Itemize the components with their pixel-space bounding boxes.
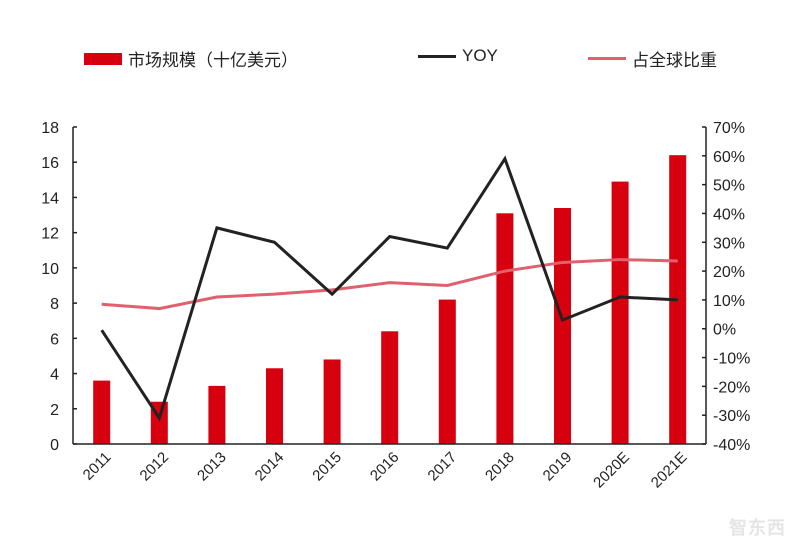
right-tick-label: 60% bbox=[713, 149, 745, 166]
x-tick-label: 2014 bbox=[252, 449, 288, 485]
right-tick-label: -10% bbox=[713, 351, 750, 368]
bar-2017 bbox=[438, 299, 456, 444]
bar-2015 bbox=[323, 359, 341, 444]
legend-swatch-bar bbox=[84, 52, 122, 65]
right-tick-label: 20% bbox=[713, 264, 745, 281]
bar-2013 bbox=[208, 385, 226, 444]
legend-item-market-size: 市场规模（十亿美元） bbox=[84, 46, 298, 71]
right-tick-label: 50% bbox=[713, 178, 745, 195]
x-tick-label: 2019 bbox=[540, 449, 576, 485]
right-tick-label: 40% bbox=[713, 206, 745, 223]
bar-2018 bbox=[496, 213, 514, 444]
left-tick-label: 18 bbox=[41, 120, 59, 137]
bar-2019 bbox=[554, 208, 571, 444]
legend-item-share: 占全球比重 bbox=[588, 46, 717, 71]
right-tick-label: -30% bbox=[713, 408, 750, 425]
legend-item-yoy: YOY bbox=[418, 46, 498, 66]
bar-2016 bbox=[381, 331, 399, 444]
left-tick-label: 0 bbox=[50, 437, 59, 454]
x-tick-label: 2015 bbox=[309, 449, 345, 485]
x-tick-label: 2017 bbox=[425, 449, 461, 485]
bar-2020E bbox=[611, 181, 629, 444]
left-tick-label: 10 bbox=[41, 261, 59, 278]
legend-swatch-line bbox=[588, 57, 626, 60]
right-tick-label: -40% bbox=[713, 437, 750, 454]
bar-2011 bbox=[93, 380, 111, 444]
legend-swatch-line bbox=[418, 54, 456, 58]
legend-label: 市场规模（十亿美元） bbox=[128, 51, 298, 70]
legend-label: 占全球比重 bbox=[632, 51, 717, 70]
left-tick-label: 8 bbox=[50, 296, 59, 313]
left-tick-label: 2 bbox=[50, 402, 59, 419]
right-tick-label: -20% bbox=[713, 379, 750, 396]
x-tick-label: 2013 bbox=[194, 449, 230, 485]
right-tick-label: 30% bbox=[713, 235, 745, 252]
left-tick-label: 6 bbox=[50, 331, 59, 348]
left-tick-label: 4 bbox=[50, 367, 59, 384]
x-tick-label: 2011 bbox=[80, 449, 115, 484]
x-tick-label: 2021E bbox=[648, 449, 691, 492]
x-tick-label: 2018 bbox=[482, 449, 518, 485]
watermark-logo: 智东西 bbox=[729, 518, 786, 538]
x-tick-label: 2016 bbox=[367, 449, 403, 485]
right-tick-label: 10% bbox=[713, 293, 745, 310]
right-tick-label: 0% bbox=[713, 322, 736, 339]
left-tick-label: 12 bbox=[41, 226, 59, 243]
legend: 市场规模（十亿美元） YOY 占全球比重 bbox=[0, 46, 800, 70]
legend-label: YOY bbox=[462, 46, 498, 65]
left-tick-label: 14 bbox=[41, 190, 59, 207]
x-tick-label: 2020E bbox=[590, 449, 633, 492]
x-tick-label: 2012 bbox=[137, 449, 173, 485]
line-share bbox=[101, 258, 678, 311]
left-tick-label: 16 bbox=[41, 155, 59, 172]
right-tick-label: 70% bbox=[713, 120, 745, 137]
bar-2014 bbox=[266, 368, 283, 444]
